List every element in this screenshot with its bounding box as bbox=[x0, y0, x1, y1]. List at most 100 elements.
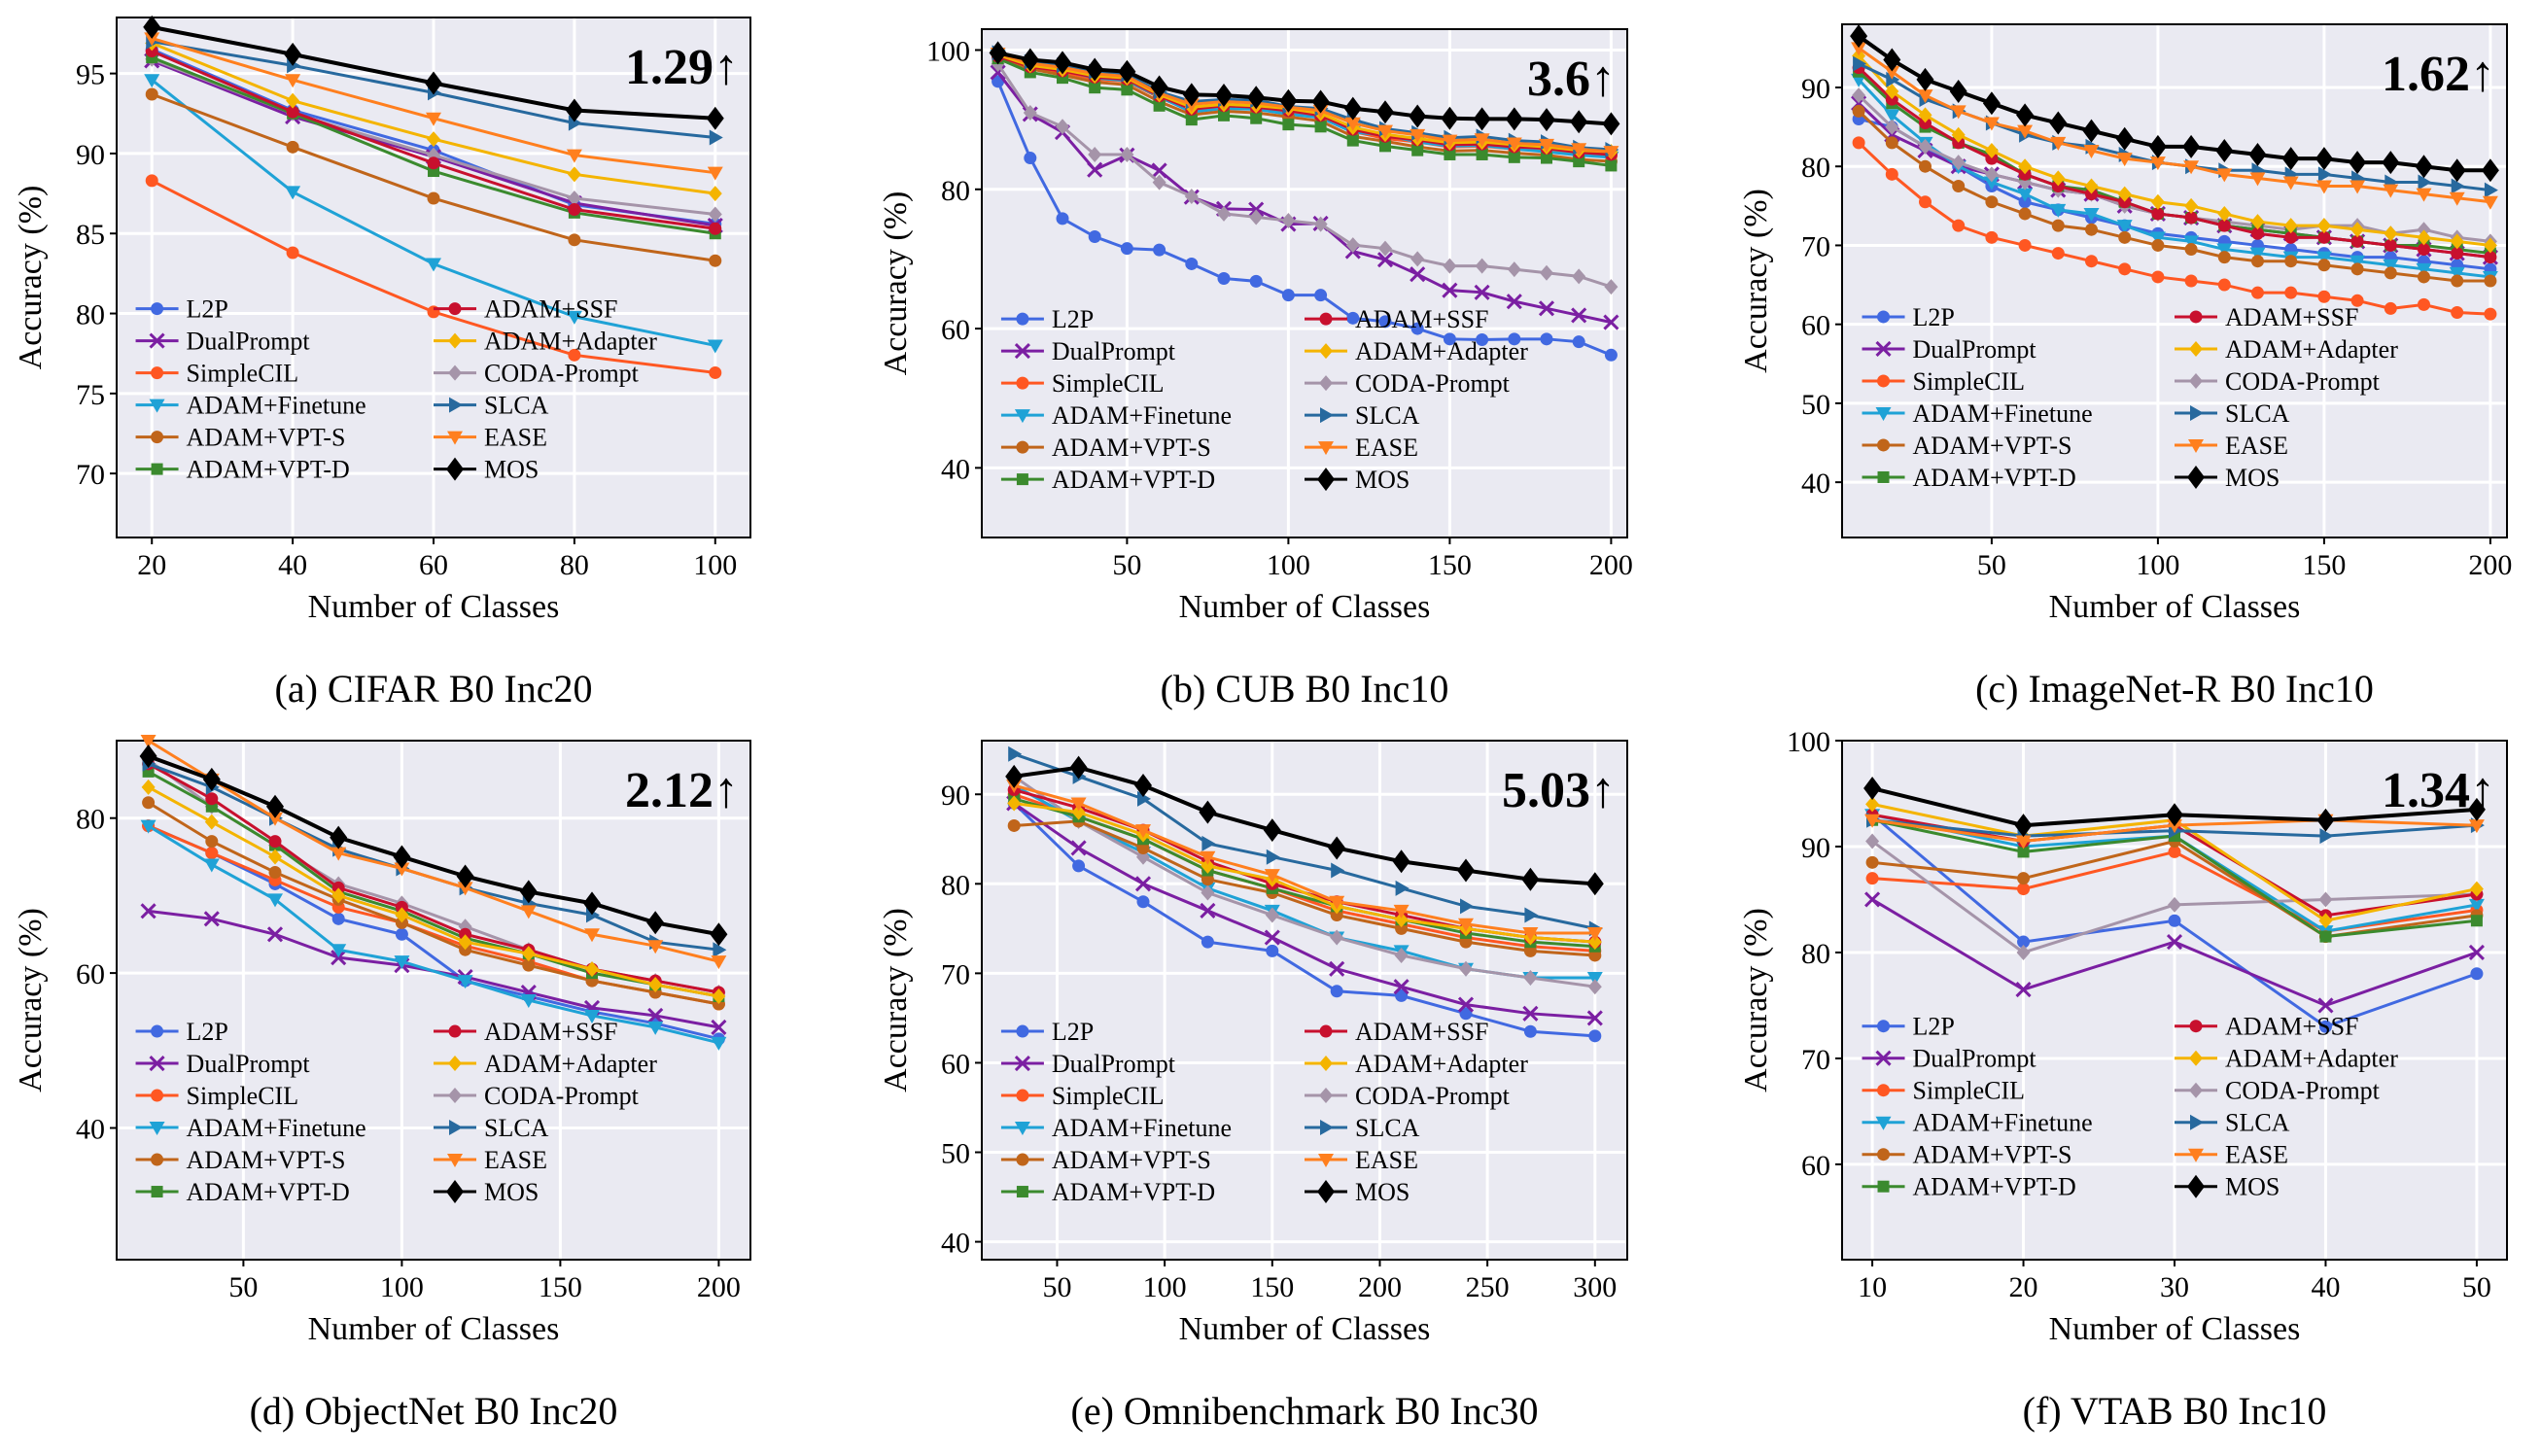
legend-marker bbox=[1875, 406, 1892, 421]
legend-label: CODA-Prompt bbox=[484, 1082, 640, 1110]
data-point-adam-vpt-s bbox=[1885, 136, 1898, 150]
legend-marker bbox=[1016, 440, 1029, 454]
data-point-adam-vpt-d bbox=[1250, 112, 1263, 124]
data-point-simplecil bbox=[2184, 274, 2198, 288]
series-line-adam-vpt-s bbox=[147, 801, 719, 1006]
data-point-ease bbox=[1410, 128, 1426, 143]
data-point-mos bbox=[989, 41, 1007, 65]
data-point-dualprompt bbox=[1457, 996, 1475, 1013]
data-point-mos bbox=[202, 767, 221, 791]
legend-label: DualPrompt bbox=[187, 1050, 311, 1078]
data-point-adam-vpt-s bbox=[1919, 159, 1932, 173]
data-point-mos bbox=[1215, 84, 1233, 108]
data-point-adam-adapter bbox=[2417, 229, 2431, 246]
x-tick-label: 200 bbox=[2468, 549, 2512, 581]
data-point-l2p bbox=[1136, 895, 1150, 909]
data-point-ease bbox=[2149, 156, 2166, 171]
gain-annotation: 3.6↑ bbox=[1527, 52, 1616, 107]
data-point-coda-prompt bbox=[1885, 119, 1899, 135]
data-point-adam-ssf bbox=[2350, 234, 2364, 248]
legend-marker bbox=[1877, 374, 1891, 388]
data-point-simplecil bbox=[2217, 278, 2231, 292]
data-point-mos bbox=[2281, 147, 2300, 171]
legend-label: L2P bbox=[1052, 305, 1094, 333]
legend-item-adam-finetune: ADAM+Finetune bbox=[1000, 401, 1232, 430]
x-tick-label: 20 bbox=[2009, 1271, 2038, 1303]
data-point-ease bbox=[426, 112, 441, 126]
data-point-l2p bbox=[395, 927, 408, 941]
plot-frame bbox=[116, 740, 751, 1261]
series-adam-finetune bbox=[144, 74, 723, 354]
y-tick-label: 60 bbox=[1801, 310, 1830, 342]
data-point-ease bbox=[2482, 195, 2498, 210]
data-point-adam-finetune bbox=[267, 893, 283, 908]
series-line-adam-vpt-d bbox=[147, 770, 719, 998]
legend-marker bbox=[2189, 310, 2203, 324]
legend-marker bbox=[2189, 340, 2203, 357]
data-point-ease bbox=[2017, 124, 2034, 139]
legend-label: EASE bbox=[484, 424, 547, 452]
legend-item-dualprompt: DualPrompt bbox=[1000, 337, 1176, 365]
data-point-mos bbox=[1343, 96, 1362, 121]
data-point-adam-vpt-s bbox=[427, 191, 440, 205]
y-tick-label: 85 bbox=[76, 219, 105, 251]
legend-marker bbox=[448, 302, 462, 316]
data-point-ease bbox=[1851, 42, 1867, 56]
data-point-adam-adapter bbox=[2150, 193, 2165, 210]
data-point-adam-vpt-d bbox=[1089, 82, 1101, 94]
y-tick-label: 80 bbox=[76, 299, 105, 331]
series-line-adam-finetune bbox=[147, 824, 719, 1045]
data-point-simplecil bbox=[1985, 230, 1999, 244]
data-point-adam-adapter bbox=[2117, 186, 2132, 202]
y-tick-label: 90 bbox=[1801, 832, 1830, 864]
data-point-mos bbox=[706, 106, 724, 130]
data-point-simplecil bbox=[1952, 219, 1966, 232]
x-tick-label: 20 bbox=[137, 549, 166, 581]
data-point-adam-finetune bbox=[2017, 188, 2034, 202]
legend-label: ADAM+Adapter bbox=[1355, 337, 1528, 365]
legend-marker bbox=[151, 431, 164, 444]
data-point-adam-vpt-s bbox=[2317, 259, 2331, 272]
data-point-ease bbox=[1917, 89, 1933, 104]
data-point-ease bbox=[2449, 191, 2465, 206]
legend-marker bbox=[446, 457, 464, 481]
data-point-l2p bbox=[1588, 1029, 1602, 1043]
data-point-adam-ssf bbox=[2118, 195, 2132, 209]
legend-marker bbox=[1877, 1020, 1891, 1033]
data-point-coda-prompt bbox=[1345, 237, 1360, 254]
data-point-adam-vpt-d bbox=[1476, 148, 1488, 160]
legend-marker bbox=[2189, 372, 2203, 389]
data-point-adam-adapter bbox=[2084, 178, 2099, 194]
y-tick-label: 90 bbox=[76, 139, 105, 171]
plot-frame bbox=[1841, 23, 2508, 538]
data-point-l2p bbox=[1604, 348, 1618, 362]
data-point-slca bbox=[1853, 55, 1867, 72]
y-axis-label: Accuracy (%) bbox=[13, 908, 49, 1092]
legend-item-adam-finetune: ADAM+Finetune bbox=[135, 1114, 366, 1142]
data-point-simplecil bbox=[2384, 301, 2397, 315]
data-point-coda-prompt bbox=[1217, 205, 1231, 222]
data-point-mos bbox=[646, 911, 665, 935]
y-axis-label: Accuracy (%) bbox=[878, 191, 914, 376]
legend-item-adam-vpt-d: ADAM+VPT-D bbox=[135, 1178, 350, 1206]
y-tick-label: 80 bbox=[941, 869, 970, 901]
legend-marker bbox=[1318, 441, 1334, 456]
data-point-mos bbox=[2215, 138, 2234, 162]
data-point-coda-prompt bbox=[1088, 146, 1102, 162]
data-point-adam-vpt-s bbox=[1952, 180, 1966, 193]
data-point-adam-adapter bbox=[1918, 107, 1932, 123]
legend-item-ease: EASE bbox=[434, 1146, 547, 1174]
series-dualprompt bbox=[1006, 795, 1603, 1026]
legend-label: ADAM+VPT-S bbox=[187, 424, 346, 452]
legend-label: L2P bbox=[187, 1018, 228, 1046]
legend-marker bbox=[449, 1120, 463, 1136]
series-line-l2p bbox=[148, 824, 719, 1041]
x-tick-label: 100 bbox=[1143, 1271, 1187, 1303]
series-ease bbox=[144, 32, 723, 181]
series-mos bbox=[143, 15, 724, 130]
data-point-simplecil bbox=[1865, 872, 1879, 885]
data-point-adam-ssf bbox=[709, 222, 722, 235]
data-point-dualprompt bbox=[140, 903, 157, 919]
data-point-ease bbox=[2183, 160, 2200, 175]
x-tick-label: 100 bbox=[1267, 549, 1310, 581]
